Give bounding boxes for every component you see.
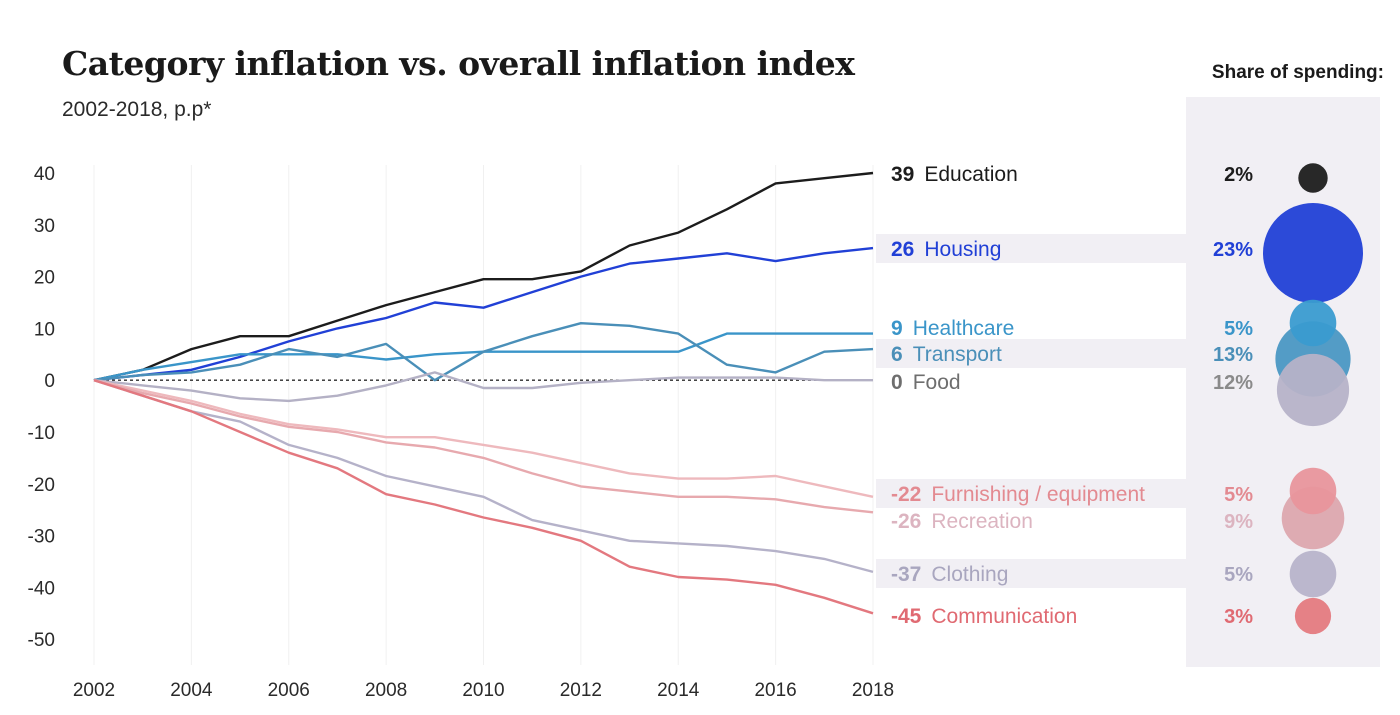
series-end-label: 9 Healthcare	[891, 317, 1014, 340]
series-name: Transport	[913, 343, 1002, 366]
share-of-spending-heading: Share of spending:	[1211, 62, 1384, 83]
series-end-label: 0 Food	[891, 371, 961, 394]
series-line-communication	[93, 379, 874, 615]
series-end-label: -45 Communication	[891, 605, 1077, 628]
chart-title: Category inflation vs. overall inflation…	[62, 44, 855, 83]
x-tick-label: 2004	[170, 680, 213, 701]
spending-share-label: 9%	[1224, 511, 1253, 533]
x-tick-label: 2002	[73, 680, 115, 701]
spending-share-label: 23%	[1213, 239, 1253, 261]
y-tick-label: 30	[34, 216, 55, 237]
spending-share-label: 12%	[1213, 372, 1253, 394]
series-end-value: -45	[891, 605, 922, 628]
series-name: Healthcare	[913, 317, 1015, 340]
label-highlight-band	[876, 234, 1306, 263]
series-name: Food	[913, 371, 961, 394]
spending-share-label: 5%	[1224, 564, 1253, 586]
series-name: Recreation	[931, 510, 1033, 533]
y-tick-label: -10	[28, 423, 55, 444]
series-name: Furnishing / equipment	[931, 483, 1145, 506]
x-tick-label: 2018	[852, 680, 894, 701]
spending-bubble	[1289, 550, 1337, 598]
series-name: Communication	[931, 605, 1077, 628]
series-name: Housing	[924, 238, 1001, 261]
y-tick-label: 40	[34, 164, 55, 185]
y-tick-label: 0	[44, 371, 55, 392]
series-name: Education	[924, 163, 1017, 186]
spending-bubble	[1298, 163, 1328, 193]
spending-bubble	[1289, 467, 1337, 515]
y-tick-label: -40	[28, 578, 55, 599]
series-line-housing	[93, 246, 874, 382]
label-highlight-band	[876, 479, 1306, 508]
series-end-label: 6 Transport	[891, 343, 1002, 366]
series-line-clothing	[93, 379, 874, 574]
series-line-recreation	[93, 379, 874, 514]
label-highlight-band	[876, 339, 1306, 368]
spending-bubble	[1294, 597, 1332, 635]
spending-share-label: 3%	[1224, 606, 1253, 628]
series-end-label: -26 Recreation	[891, 510, 1033, 533]
series-end-value: 0	[891, 371, 903, 394]
spending-bubble	[1289, 299, 1337, 347]
series-end-value: 9	[891, 317, 903, 340]
chart-subtitle: 2002-2018, p.p*	[62, 98, 212, 121]
spending-bubble	[1263, 203, 1363, 303]
x-tick-label: 2016	[754, 680, 796, 701]
series-end-value: 6	[891, 343, 903, 366]
y-tick-label: -20	[28, 475, 55, 496]
spending-share-label: 5%	[1224, 318, 1253, 340]
x-tick-label: 2012	[560, 680, 602, 701]
series-end-value: -22	[891, 483, 921, 506]
x-tick-label: 2010	[462, 680, 504, 701]
series-line-furnishing-equipment	[93, 379, 874, 498]
spending-bubble	[1276, 353, 1350, 427]
spending-share-label: 13%	[1213, 344, 1253, 366]
y-tick-label: -30	[28, 527, 55, 548]
series-end-label: -22 Furnishing / equipment	[891, 483, 1145, 506]
series-line-food	[93, 371, 873, 403]
series-end-value: 39	[891, 163, 914, 186]
series-end-value: 26	[891, 238, 914, 261]
series-end-label: 26 Housing	[891, 238, 1001, 261]
series-end-label: -37 Clothing	[891, 563, 1008, 586]
series-line-education	[93, 171, 874, 382]
series-line-transport	[93, 322, 874, 382]
spending-share-label: 5%	[1224, 484, 1253, 506]
series-end-value: -37	[891, 563, 921, 586]
y-tick-label: 10	[34, 319, 55, 340]
y-tick-label: 20	[34, 268, 55, 289]
x-tick-label: 2008	[365, 680, 407, 701]
series-name: Clothing	[931, 563, 1008, 586]
x-tick-label: 2014	[657, 680, 700, 701]
y-tick-label: -50	[28, 630, 55, 651]
series-end-value: -26	[891, 510, 921, 533]
spending-share-label: 2%	[1224, 164, 1253, 186]
series-end-label: 39 Education	[891, 163, 1018, 186]
x-tick-label: 2006	[268, 680, 310, 701]
label-highlight-band	[876, 559, 1306, 588]
